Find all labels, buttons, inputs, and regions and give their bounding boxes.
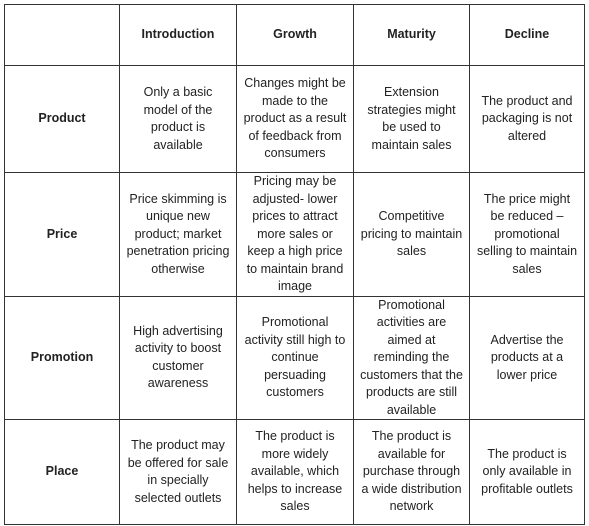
header-row: Introduction Growth Maturity Decline: [4, 4, 585, 66]
corner-cell: [4, 4, 120, 66]
cell-product-growth: Changes might be made to the product as …: [236, 65, 354, 173]
cell-price-maturity: Competitive pricing to maintain sales: [353, 172, 470, 297]
row-header-price: Price: [4, 172, 120, 297]
cell-promotion-introduction: High advertising activity to boost custo…: [119, 295, 237, 420]
cell-place-introduction: The product may be offered for sale in s…: [119, 419, 237, 525]
cell-place-decline: The product is only available in profita…: [469, 419, 585, 525]
column-header-decline: Decline: [469, 4, 585, 66]
cell-promotion-maturity: Promotional activities are aimed at remi…: [353, 295, 470, 420]
column-header-growth: Growth: [236, 4, 354, 66]
marketing-mix-table: Introduction Growth Maturity Decline Pro…: [4, 4, 585, 525]
table-row-place: Place The product may be offered for sal…: [4, 419, 585, 525]
column-header-introduction: Introduction: [119, 4, 237, 66]
table-row-promotion: Promotion High advertising activity to b…: [4, 295, 585, 420]
cell-promotion-growth: Promotional activity still high to conti…: [236, 295, 354, 420]
row-header-promotion: Promotion: [4, 295, 120, 420]
cell-price-growth: Pricing may be adjusted- lower prices to…: [236, 172, 354, 297]
table-row-price: Price Price skimming is unique new produ…: [4, 172, 585, 297]
cell-place-growth: The product is more widely available, wh…: [236, 419, 354, 525]
row-header-product: Product: [4, 65, 120, 173]
row-header-place: Place: [4, 419, 120, 525]
cell-product-decline: The product and packaging is not altered: [469, 65, 585, 173]
table-row-product: Product Only a basic model of the produc…: [4, 65, 585, 173]
cell-product-introduction: Only a basic model of the product is ava…: [119, 65, 237, 173]
cell-place-maturity: The product is available for purchase th…: [353, 419, 470, 525]
column-header-maturity: Maturity: [353, 4, 470, 66]
cell-price-decline: The price might be reduced – promotional…: [469, 172, 585, 297]
cell-price-introduction: Price skimming is unique new product; ma…: [119, 172, 237, 297]
cell-promotion-decline: Advertise the products at a lower price: [469, 295, 585, 420]
cell-product-maturity: Extension strategies might be used to ma…: [353, 65, 470, 173]
